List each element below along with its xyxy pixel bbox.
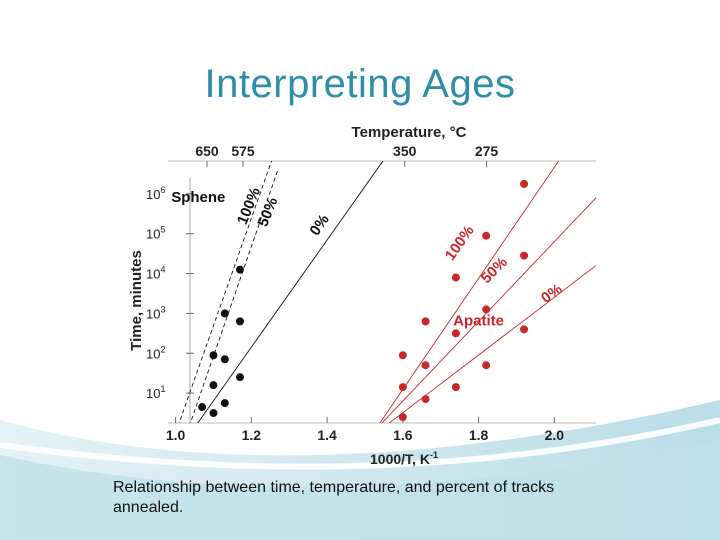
sphene-fit-line-100pct (178, 161, 273, 423)
sphene-data-point (235, 265, 244, 274)
y-tick-label: 102 (146, 344, 165, 361)
apatite-data-point (520, 325, 529, 334)
sphene-data-point (220, 355, 229, 364)
x-tick-label: 1.6 (393, 427, 413, 443)
x-tick-label: 1.4 (317, 427, 337, 443)
sphene-data-point (198, 403, 207, 412)
y-axis-label: Time, minutes (128, 250, 145, 351)
annotation-label: Sphene (171, 189, 225, 206)
y-tick-label: 103 (146, 304, 165, 321)
x-tick-label: 2.0 (545, 427, 565, 443)
apatite-data-point (398, 351, 407, 360)
sphene-data-point (209, 381, 218, 390)
annotation-label: Apatite (453, 312, 504, 329)
sphene-data-point (220, 399, 229, 408)
apatite-fit-line-50pct (381, 197, 596, 423)
apatite-data-point (451, 329, 460, 338)
slide-caption: Relationship between time, temperature, … (113, 479, 555, 516)
sphene-fit-line-50pct (189, 169, 279, 423)
apatite-data-point (482, 361, 491, 370)
y-tick-label: 105 (146, 225, 165, 242)
apatite-data-point (398, 413, 407, 422)
plot-area (168, 158, 596, 423)
apatite-data-point (421, 395, 430, 404)
slide-title: Interpreting Ages (204, 62, 516, 106)
apatite-data-point (451, 273, 460, 282)
apatite-data-point (482, 305, 491, 314)
sphene-data-point (209, 409, 218, 418)
x-tick-label: 1.2 (242, 427, 262, 443)
apatite-data-point (421, 317, 430, 326)
top-tick-label: 275 (475, 143, 499, 159)
y-tick-label: 104 (146, 265, 165, 282)
apatite-data-point (451, 383, 460, 392)
apatite-data-point (421, 361, 430, 370)
top-tick-label: 350 (393, 143, 417, 159)
y-tick-label: 106 (146, 185, 165, 202)
apatite-fit-line-0pct (388, 265, 596, 423)
apatite-data-point (398, 383, 407, 392)
sphene-data-point (235, 373, 244, 382)
x-axis-label: 1000/T, K-1 (370, 450, 438, 467)
apatite-data-point (482, 231, 491, 240)
y-tick-label: 101 (146, 384, 165, 401)
top-axis-label: Temperature, °C (352, 124, 467, 141)
x-tick-label: 1.0 (166, 427, 186, 443)
top-tick-label: 650 (195, 143, 219, 159)
top-tick-label: 575 (231, 143, 255, 159)
sphene-data-point (235, 317, 244, 326)
sphene-fit-line-0pct (197, 161, 384, 423)
apatite-data-point (520, 251, 529, 260)
x-tick-label: 1.8 (469, 427, 489, 443)
sphene-data-point (220, 309, 229, 318)
sphene-data-point (209, 351, 218, 360)
apatite-data-point (520, 179, 529, 188)
